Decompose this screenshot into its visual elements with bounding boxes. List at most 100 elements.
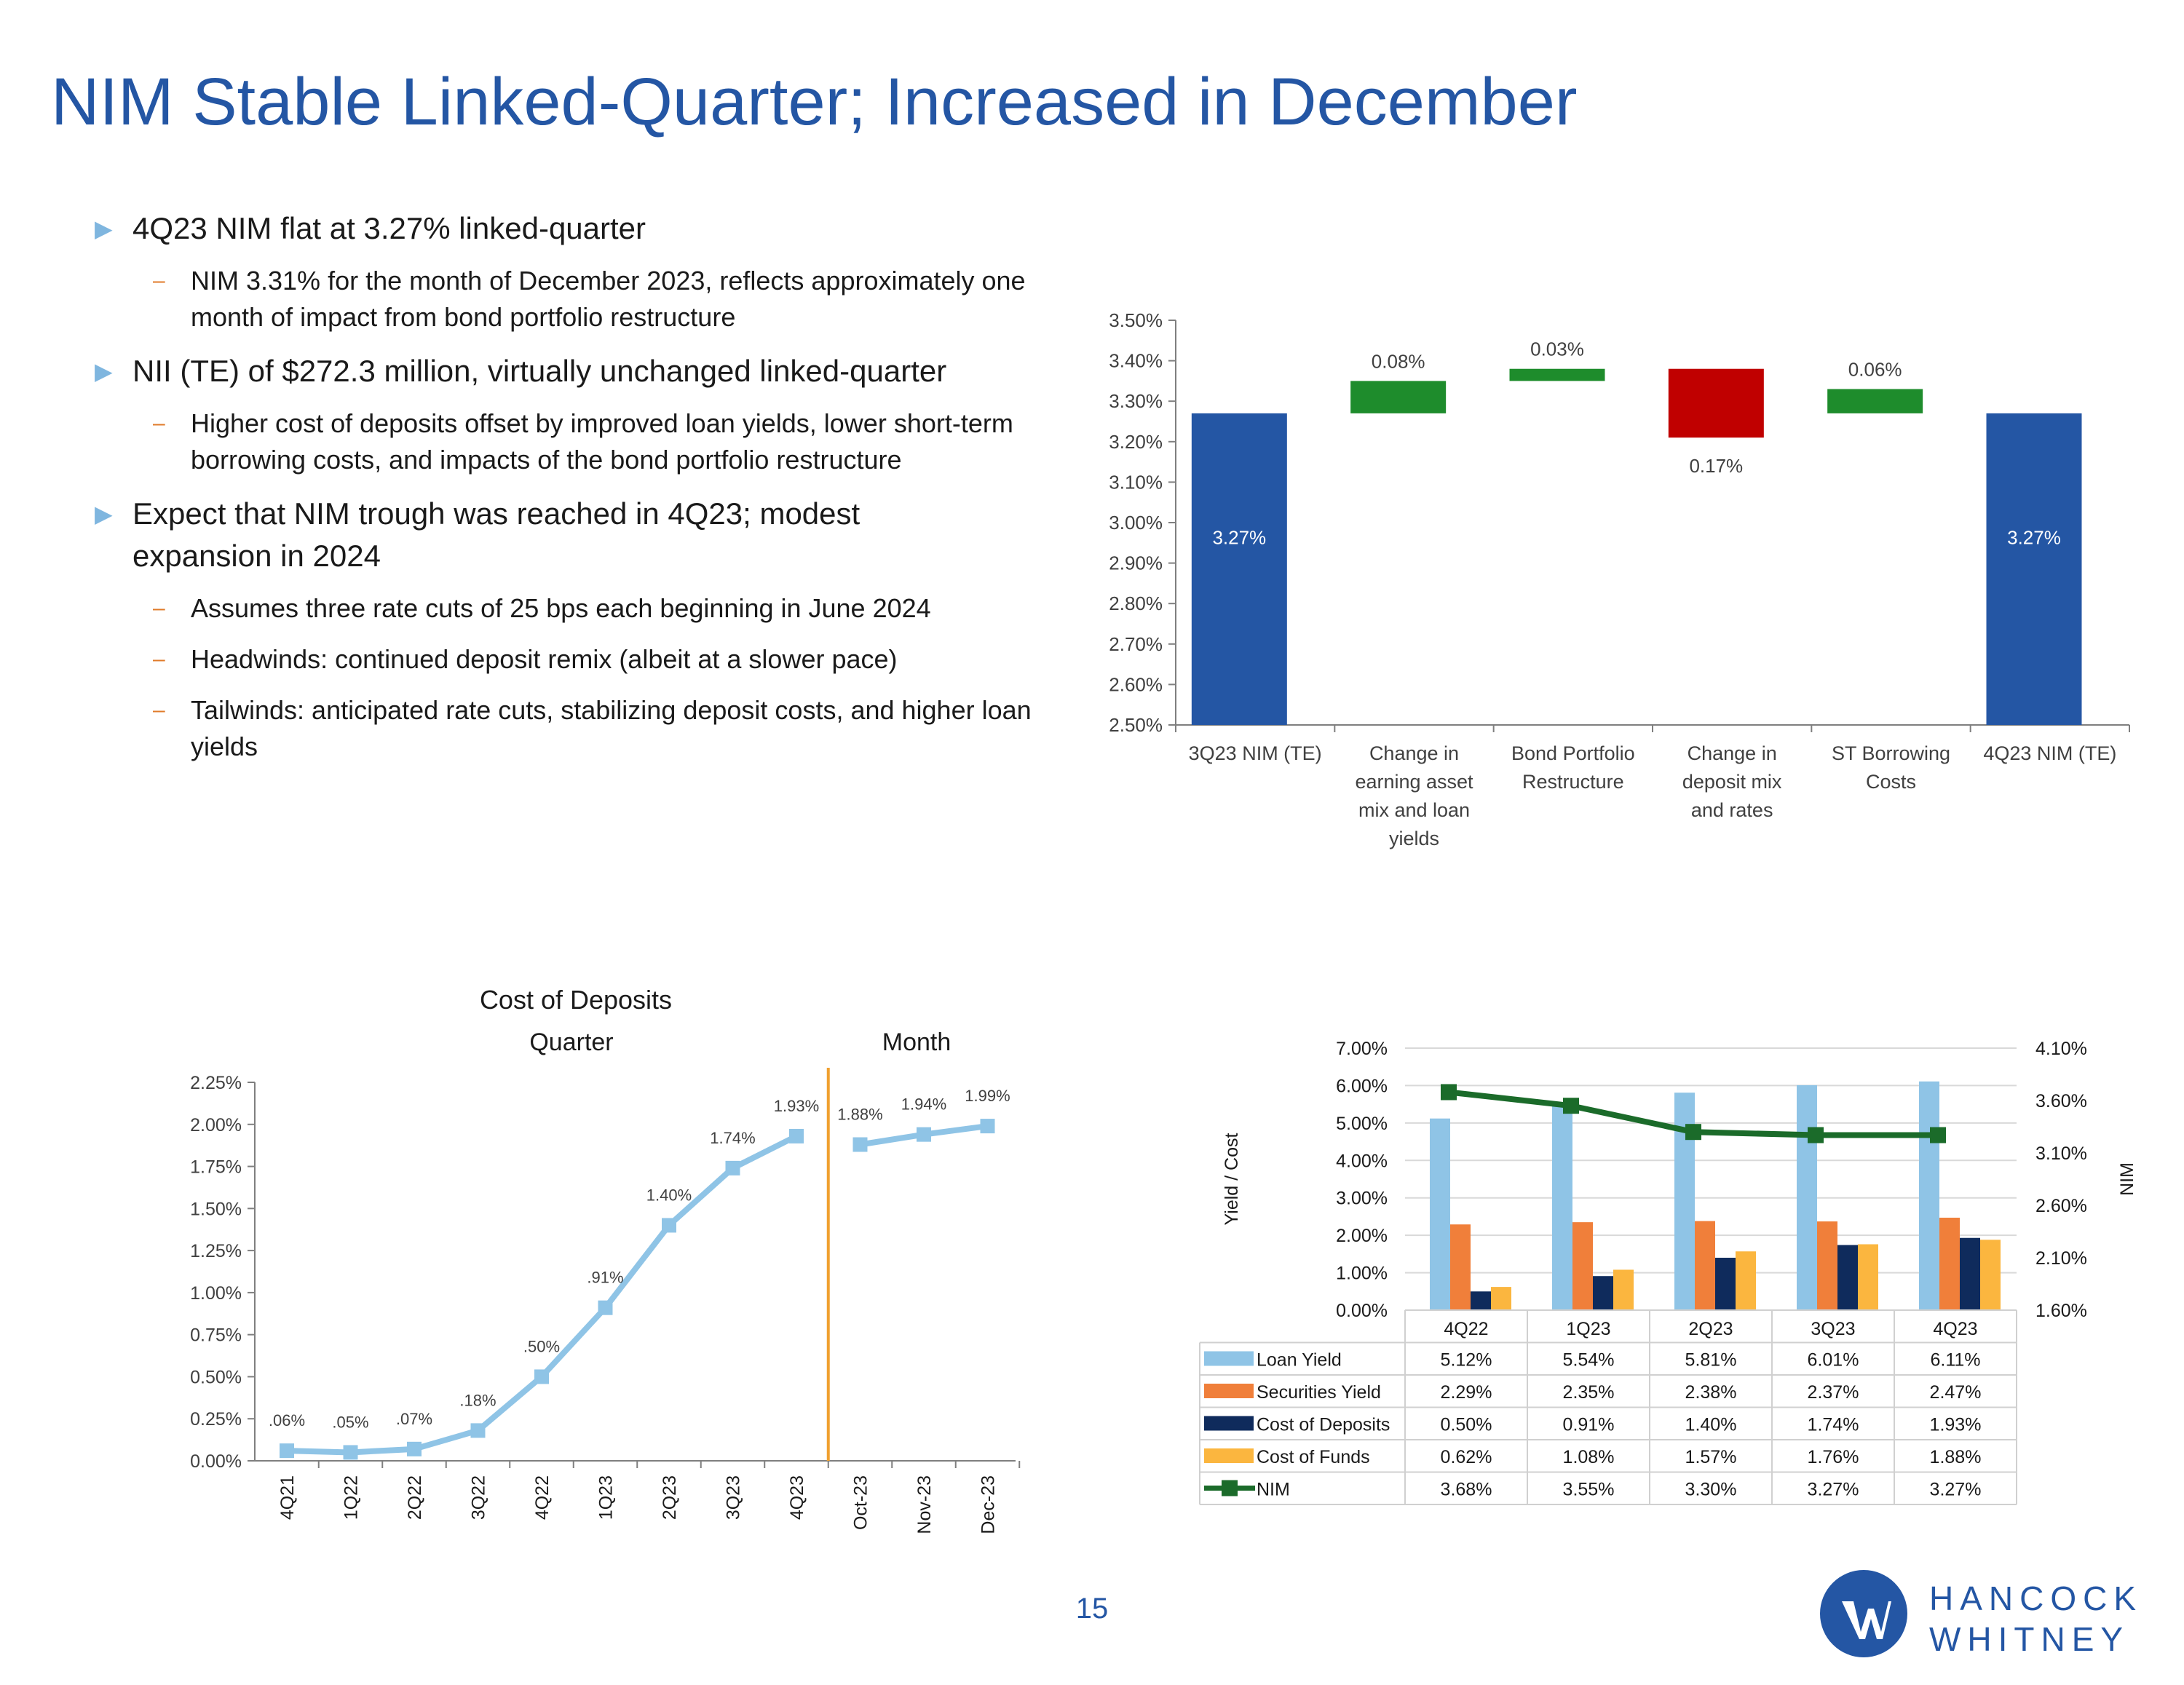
- quarter-series-data-label: 1.93%: [774, 1097, 819, 1115]
- y-tick-label: 5.00%: [1336, 1114, 1388, 1134]
- month-series-data-label: 1.99%: [965, 1087, 1010, 1105]
- quarter-series-marker: [662, 1218, 676, 1233]
- bar-securities-yield: [1695, 1221, 1715, 1310]
- quarter-series-data-label: .18%: [459, 1391, 496, 1409]
- bar-cost-of-funds: [1613, 1269, 1634, 1310]
- month-series-marker: [917, 1127, 931, 1142]
- bar-value-label: 0.03%: [1530, 338, 1584, 360]
- quarter-series-marker: [789, 1128, 804, 1143]
- x-tick-label: 1Q23: [596, 1475, 617, 1520]
- y-tick-label: 1.00%: [190, 1283, 242, 1304]
- table-cell: 1.74%: [1808, 1415, 1859, 1435]
- table-category-header: 1Q23: [1566, 1319, 1610, 1339]
- table-cell: 2.37%: [1808, 1382, 1859, 1403]
- category-label: 4Q23 NIM (TE): [1983, 742, 2116, 764]
- quarter-series-data-label: .50%: [523, 1337, 560, 1355]
- y2-tick-label: 4.10%: [2035, 1039, 2087, 1059]
- y-tick-label: 1.50%: [190, 1199, 242, 1219]
- sub-bullet: – Headwinds: continued deposit remix (alb…: [95, 641, 1063, 678]
- quarter-series-marker: [470, 1423, 486, 1438]
- yield-cost-nim-chart: 0.00% 1.00% 2.00% 3.00% 4.00% 5.00% 6.00% 7.00%…: [1199, 1039, 2137, 1505]
- dash-bullet-icon: –: [153, 411, 165, 435]
- category-label: deposit mix: [1682, 771, 1782, 793]
- quarter-series-marker: [343, 1445, 358, 1460]
- bullet: ▶ Expect that NIM trough was reached in 4…: [95, 493, 992, 577]
- x-tick-label: 3Q23: [724, 1475, 744, 1520]
- table-cell: 0.91%: [1563, 1415, 1615, 1435]
- y-axis-title: Yield / Cost: [1222, 1133, 1242, 1225]
- y2-tick-label: 2.60%: [2035, 1196, 2087, 1216]
- category-label: Costs: [1866, 771, 1916, 793]
- quarter-series-marker: [598, 1300, 613, 1315]
- cost-of-deposits-chart: Cost of Deposits Quarter Month 0.00% 0.25% 0.…: [190, 985, 1021, 1534]
- triangle-bullet-icon: ▶: [95, 358, 113, 384]
- month-series-marker: [852, 1137, 868, 1152]
- bar-cost-of-deposits: [1715, 1258, 1736, 1310]
- category-label: yields: [1389, 828, 1439, 849]
- y-tick-label: 3.00%: [1109, 512, 1163, 534]
- sub-bullet-text: NIM 3.31% for the month of December 2023…: [191, 266, 1026, 332]
- sub-bullet: – NIM 3.31% for the month of December 202…: [95, 263, 1063, 336]
- bar-securities-yield: [1817, 1221, 1837, 1310]
- table-cell: 3.55%: [1563, 1480, 1615, 1500]
- y-tick-label: 2.00%: [190, 1115, 242, 1135]
- bar-cost-of-deposits: [1471, 1291, 1491, 1310]
- y2-tick-label: 2.10%: [2035, 1248, 2087, 1269]
- bar-value-label: 0.08%: [1372, 350, 1425, 372]
- category-label: earning asset: [1355, 771, 1473, 793]
- y-tick-label: 7.00%: [1336, 1039, 1388, 1059]
- bar-loan-yield: [1919, 1081, 1939, 1310]
- bar-cost-of-deposits: [1593, 1276, 1613, 1310]
- bullet-list: ▶ 4Q23 NIM flat at 3.27% linked-quarter –…: [95, 207, 1063, 780]
- quarter-series-marker: [725, 1160, 740, 1175]
- waterfall-bar: [1509, 368, 1605, 381]
- chart-title: Cost of Deposits: [480, 985, 672, 1015]
- bar-cost-of-funds: [1736, 1251, 1756, 1310]
- category-label: ST Borrowing: [1832, 742, 1950, 764]
- nim-marker: [1563, 1098, 1579, 1114]
- y-tick-label: 2.70%: [1109, 633, 1163, 655]
- table-category-header: 4Q23: [1933, 1319, 1977, 1339]
- y2-tick-label: 3.10%: [2035, 1143, 2087, 1164]
- nim-marker: [1441, 1084, 1457, 1101]
- table-cell: 3.30%: [1685, 1480, 1737, 1500]
- category-label: mix and loan: [1358, 799, 1470, 821]
- y-tick-label: 2.60%: [1109, 673, 1163, 695]
- x-tick-label: 2Q22: [405, 1475, 425, 1520]
- table-cell: 1.40%: [1685, 1415, 1737, 1435]
- bar-cost-of-funds: [1980, 1240, 2001, 1310]
- nim-marker: [1930, 1127, 1946, 1143]
- dash-bullet-icon: –: [153, 698, 165, 722]
- y-tick-label: 6.00%: [1336, 1076, 1388, 1096]
- table-category-header: 3Q23: [1811, 1319, 1855, 1339]
- quarter-series-line: [286, 1133, 798, 1456]
- bullet-text: NII (TE) of $272.3 million, virtually un…: [132, 354, 947, 388]
- bar-cost-of-funds: [1491, 1287, 1511, 1310]
- table-cell: 1.76%: [1808, 1447, 1859, 1467]
- bullet: ▶ 4Q23 NIM flat at 3.27% linked-quarter: [95, 207, 1063, 250]
- x-tick-label: 3Q22: [469, 1475, 489, 1520]
- quarter-series-data-label: 1.40%: [646, 1186, 692, 1204]
- month-series-data-label: 1.88%: [837, 1106, 882, 1124]
- waterfall-bar: [1986, 413, 2082, 725]
- table-category-header: 2Q23: [1688, 1319, 1733, 1339]
- legend-label: NIM: [1257, 1480, 1290, 1500]
- logo-line2: WHITNEY: [1929, 1620, 2129, 1658]
- quarter-series-data-label: .06%: [269, 1411, 305, 1430]
- y2-axis-title: NIM: [2117, 1162, 2137, 1196]
- x-tick-label: 2Q23: [660, 1475, 680, 1520]
- quarter-series-data-label: 1.74%: [710, 1129, 755, 1147]
- bar-value-label: 0.17%: [1689, 455, 1743, 477]
- table-cell: 2.35%: [1563, 1382, 1615, 1403]
- hancock-whitney-logo: HANCOCK WHITNEY: [1820, 1570, 2143, 1658]
- logo-line1: HANCOCK: [1929, 1579, 2143, 1617]
- dash-bullet-icon: –: [153, 269, 165, 293]
- sub-bullet-text: Higher cost of deposits offset by improv…: [191, 408, 1013, 475]
- y-tick-label: 3.50%: [1109, 309, 1163, 331]
- sub-bullet: – Higher cost of deposits offset by impro…: [95, 405, 1063, 478]
- category-label: 3Q23 NIM (TE): [1189, 742, 1322, 764]
- category-label: Bond Portfolio: [1511, 742, 1635, 764]
- table-cell: 1.08%: [1563, 1447, 1615, 1467]
- table-cell: 1.57%: [1685, 1447, 1737, 1467]
- table-cell: 3.27%: [1930, 1480, 1982, 1500]
